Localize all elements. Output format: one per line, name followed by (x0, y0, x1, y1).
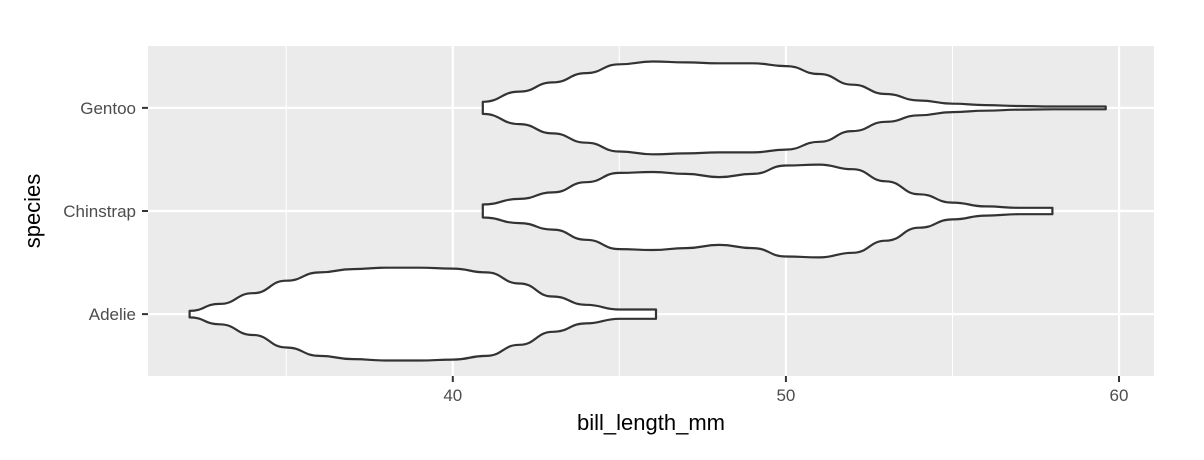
violin-gentoo (481, 60, 1107, 156)
x-axis-title: bill_length_mm (577, 410, 725, 435)
axes: 40 50 60 Adelie Chinstrap Gentoo (63, 99, 1128, 405)
y-tick-label: Gentoo (80, 99, 136, 118)
x-tick-label: 60 (1110, 386, 1129, 405)
violin-adelie (188, 266, 658, 362)
violin-chinstrap (481, 163, 1054, 259)
y-tick-label: Chinstrap (63, 202, 136, 221)
y-tick-label: Adelie (89, 305, 136, 324)
x-tick-label: 50 (776, 386, 795, 405)
x-tick-label: 40 (443, 386, 462, 405)
violins (188, 60, 1107, 362)
y-axis-title: species (20, 174, 45, 249)
